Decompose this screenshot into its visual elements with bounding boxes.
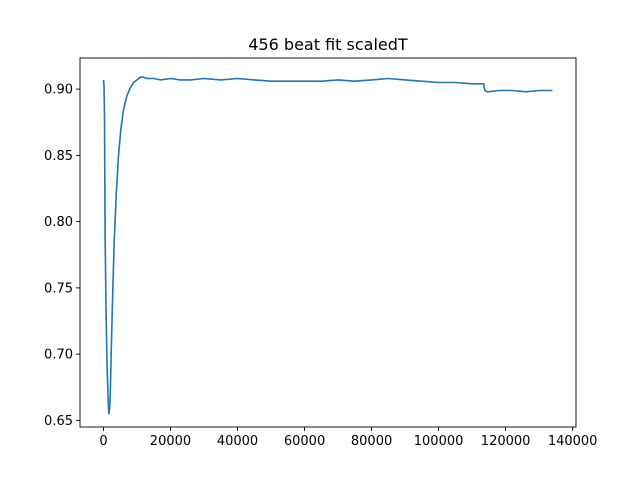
x-tick-label: 80000 [351, 434, 392, 449]
x-tick-label: 20000 [150, 434, 191, 449]
plot-area [102, 76, 553, 415]
y-tick-label: 0.65 [44, 414, 73, 429]
chart-title: 456 beat fit scaledT [248, 35, 408, 54]
y-tick-label: 0.90 [44, 83, 73, 98]
x-tick-label: 40000 [217, 434, 258, 449]
axes-frame [79, 57, 577, 428]
series-line-0 [102, 76, 553, 415]
y-tick-label: 0.75 [44, 281, 73, 296]
x-tick-label: 60000 [284, 434, 325, 449]
x-tick-label: 100000 [414, 434, 464, 449]
y-tick-label: 0.70 [44, 348, 73, 363]
x-tick-label: 0 [99, 434, 107, 449]
y-tick-label: 0.85 [44, 149, 73, 164]
y-tick-label: 0.80 [44, 215, 73, 230]
x-tick-label: 140000 [548, 434, 598, 449]
x-tick-label: 120000 [481, 434, 531, 449]
axes: 0 20000 40000 60000 80000 100000 120000 140000 0… [44, 57, 598, 449]
